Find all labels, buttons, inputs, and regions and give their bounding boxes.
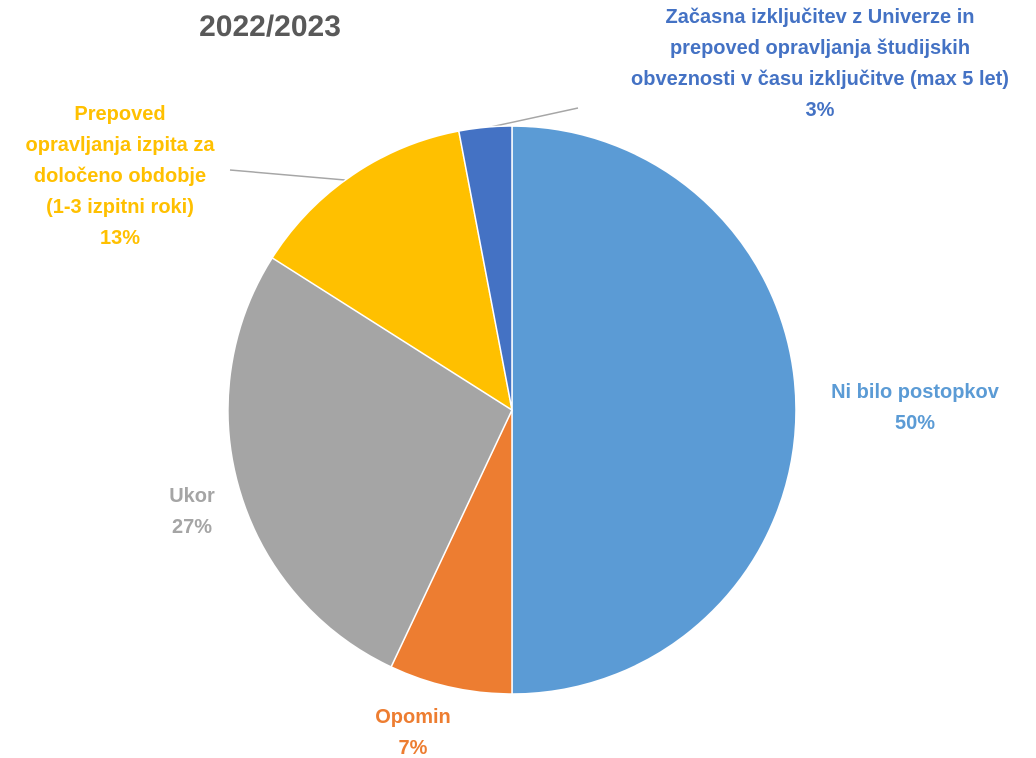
leader-line bbox=[229, 169, 346, 181]
slice-label: Opomin bbox=[375, 706, 451, 728]
pie-slice bbox=[271, 130, 514, 412]
slice-value-label: 13% bbox=[99, 227, 141, 249]
chart-title: 2022/2023 bbox=[199, 10, 341, 43]
pie-slice bbox=[390, 409, 513, 695]
slice-value-label: 27% bbox=[171, 516, 213, 538]
slice-label: Prepoved opravljanja izpita za določeno … bbox=[25, 103, 215, 218]
slice-value-label: 50% bbox=[894, 412, 936, 434]
pie-slice bbox=[227, 256, 513, 668]
slice-value-label: 7% bbox=[398, 737, 428, 758]
slice-label: Ni bilo postopkov bbox=[831, 381, 999, 403]
slice-label: Začasna izključitev z Univerze in prepov… bbox=[631, 6, 1009, 90]
slice-value-label: 3% bbox=[805, 99, 835, 121]
pie-slice bbox=[457, 125, 513, 411]
slice-label: Ukor bbox=[169, 485, 215, 507]
leader-line bbox=[485, 107, 579, 129]
pie-slice bbox=[511, 125, 797, 695]
